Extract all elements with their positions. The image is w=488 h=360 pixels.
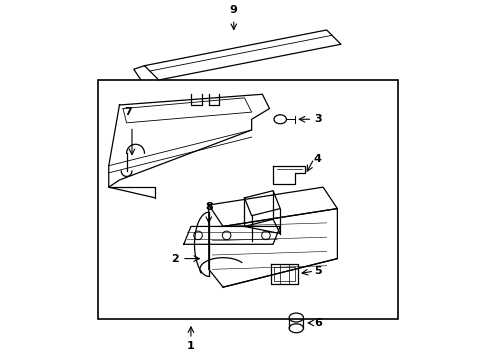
Text: 1: 1 bbox=[186, 341, 194, 351]
Text: 6: 6 bbox=[313, 318, 321, 328]
Text: 5: 5 bbox=[313, 266, 321, 276]
Text: 8: 8 bbox=[204, 202, 212, 212]
Text: 2: 2 bbox=[171, 253, 178, 264]
Text: 7: 7 bbox=[124, 107, 132, 117]
Text: 9: 9 bbox=[229, 5, 237, 15]
Bar bbox=[98, 80, 397, 319]
Text: 4: 4 bbox=[313, 154, 321, 163]
Text: 3: 3 bbox=[313, 114, 321, 124]
